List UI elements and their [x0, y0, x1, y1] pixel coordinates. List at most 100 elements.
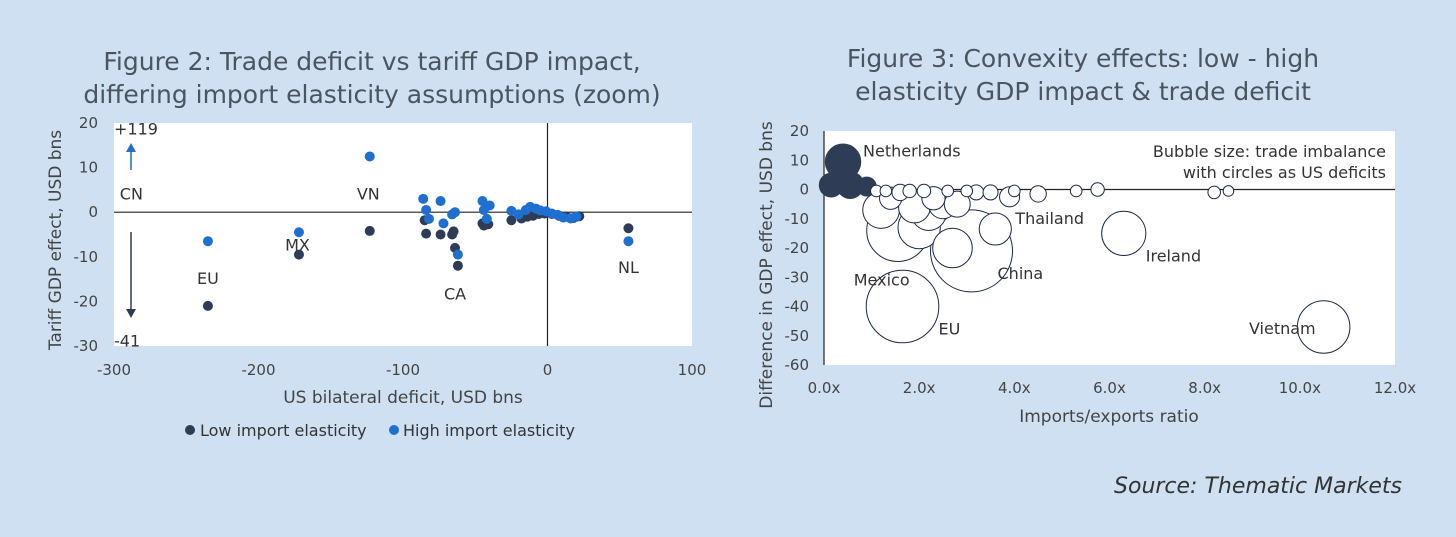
figure-3-x-axis-label: Imports/exports ratio: [1019, 407, 1199, 427]
fig2-x-tick-label: -300: [97, 361, 131, 379]
bubble: [1090, 182, 1105, 197]
high-elasticity-point: [202, 236, 213, 247]
legend-low-label: Low import elasticity: [200, 421, 367, 440]
figure-2-y-ticks: -30 -20 -10 0 10 20: [74, 114, 99, 355]
bubble-ireland: [1101, 210, 1147, 256]
figure-3-x-ticks: 0.0x 2.0x 4.0x 6.0x 8.0x 10.0x 12.0x: [808, 379, 1417, 397]
fig2-annotation: MX: [285, 236, 310, 255]
bubble: [1222, 185, 1235, 197]
low-elasticity-point: [435, 229, 446, 240]
low-elasticity-point: [623, 223, 634, 234]
bubble-note-line-2: with circles as US deficits: [1183, 163, 1386, 182]
figure-2-points: [202, 151, 634, 311]
high-elasticity-point: [452, 249, 463, 260]
fig3-y-tick-label: -60: [785, 356, 810, 374]
figure-2-legend: Low import elasticity High import elasti…: [185, 421, 575, 440]
figure-2-plot-area: [114, 123, 692, 346]
bubble: [943, 190, 971, 218]
bubble-label-eu: EU: [939, 320, 961, 339]
fig2-annotation: EU: [197, 269, 219, 288]
figure-3-y-axis-label: Difference in GDP effect, USD bns: [757, 121, 777, 409]
figure-2-x-ticks: -300 -200 -100 0 100: [97, 361, 706, 379]
fig3-x-tick-label: 10.0x: [1279, 379, 1321, 397]
fig2-y-tick-label: -30: [74, 337, 99, 355]
legend-low-marker: [185, 425, 195, 435]
figure-3-title-line-2: elasticity GDP impact & trade deficit: [855, 77, 1311, 106]
high-elasticity-point: [293, 227, 304, 238]
fig3-y-tick-label: 10: [790, 151, 809, 169]
bubble: [1069, 184, 1083, 198]
figure-2: Figure 2: Trade deficit vs tariff GDP im…: [46, 47, 706, 440]
figure-2-x-axis-label: US bilateral deficit, USD bns: [283, 388, 523, 408]
cn-down-arrowhead: [126, 309, 136, 318]
figure-3: Figure 3: Convexity effects: low - high …: [757, 44, 1416, 427]
high-elasticity-point: [571, 211, 582, 222]
fig2-annotation: NL: [618, 258, 639, 277]
figure-2-title-line-1: Figure 2: Trade deficit vs tariff GDP im…: [103, 47, 640, 76]
bubble-label-netherlands: Netherlands: [863, 142, 961, 161]
bubble-vietnam: [1296, 300, 1351, 354]
high-elasticity-point: [481, 213, 492, 224]
bubble-label-china: China: [998, 264, 1044, 283]
fig3-y-tick-label: -10: [785, 210, 810, 228]
fig3-y-tick-label: -20: [785, 239, 810, 257]
bubble-label-ireland: Ireland: [1146, 246, 1201, 265]
fig2-annotation: VN: [357, 184, 380, 203]
fig3-x-tick-label: 6.0x: [1093, 379, 1126, 397]
bubble-note-line-1: Bubble size: trade imbalance: [1153, 142, 1386, 161]
fig3-x-tick-label: 4.0x: [998, 379, 1031, 397]
high-elasticity-point: [623, 236, 634, 247]
low-elasticity-point: [421, 228, 432, 239]
bubble-label-vietnam: Vietnam: [1249, 319, 1316, 338]
high-elasticity-point: [364, 151, 375, 162]
legend-high-label: High import elasticity: [403, 421, 575, 440]
bubble-label-thailand: Thailand: [1014, 209, 1084, 228]
fig2-annotation: -41: [114, 332, 140, 351]
high-elasticity-point: [438, 218, 449, 229]
fig2-annotation: CA: [444, 285, 466, 304]
bubble: [1207, 185, 1221, 200]
high-elasticity-point: [435, 196, 446, 207]
bubble: [879, 184, 893, 198]
bubble: [902, 183, 917, 199]
low-elasticity-point: [364, 225, 375, 236]
fig2-x-tick-label: 100: [678, 361, 707, 379]
figure-2-y-axis-label: Tariff GDP effect, USD bns: [46, 130, 66, 351]
fig2-annotation: +119: [114, 120, 158, 139]
bubble-eu: [865, 269, 940, 344]
low-elasticity-point: [506, 215, 517, 226]
fig2-x-tick-label: -100: [386, 361, 420, 379]
fig2-y-tick-label: 20: [79, 114, 98, 132]
legend-high-marker: [389, 425, 399, 435]
fig2-y-tick-label: 10: [79, 159, 98, 177]
fig3-y-tick-label: 20: [790, 122, 809, 140]
high-elasticity-point: [424, 213, 435, 224]
fig3-x-tick-label: 0.0x: [808, 379, 841, 397]
bubble: [1029, 185, 1047, 203]
low-elasticity-point: [293, 249, 304, 260]
high-elasticity-point: [513, 209, 524, 220]
high-elasticity-point: [484, 200, 495, 211]
bubble-thailand: [978, 212, 1012, 246]
figure-3-bubbles: [818, 143, 1351, 354]
fig3-y-tick-label: -40: [785, 298, 810, 316]
bubble: [941, 184, 955, 198]
figure-3-y-ticks: -60 -50 -40 -30 -20 -10 0 10 20: [785, 122, 810, 374]
bubble: [818, 172, 844, 198]
bubble: [960, 184, 974, 198]
figure-2-arrows: [126, 143, 136, 318]
figure-3-title-line-1: Figure 3: Convexity effects: low - high: [847, 44, 1319, 73]
high-elasticity-point: [418, 193, 429, 204]
figure-3-bubble-labels: Netherlands Vietnam China EU Mexico Ireland Th…: [854, 142, 1316, 339]
figure-2-axes: [114, 123, 692, 346]
low-elasticity-point: [202, 300, 213, 311]
figure-2-title-line-2: differing import elasticity assumptions …: [83, 80, 660, 109]
bubble: [1008, 184, 1021, 198]
bubble: [932, 227, 973, 269]
bubble: [916, 183, 932, 199]
fig2-annotation: CN: [120, 184, 143, 203]
high-elasticity-point: [421, 204, 432, 215]
fig2-y-tick-label: -10: [74, 248, 99, 266]
fig2-y-tick-label: -20: [74, 292, 99, 310]
